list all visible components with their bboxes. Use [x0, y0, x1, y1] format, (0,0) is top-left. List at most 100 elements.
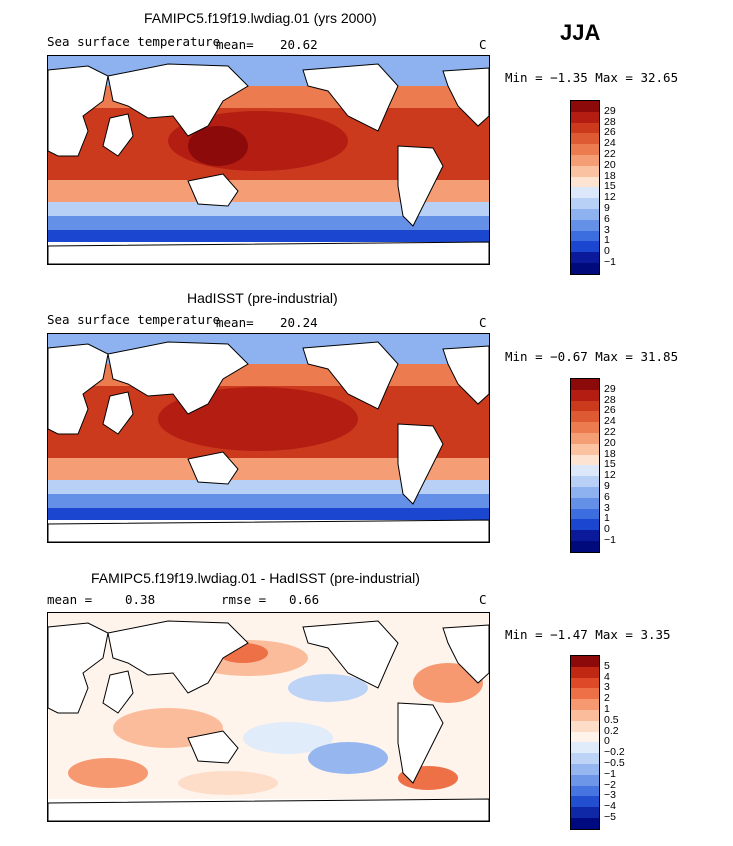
colorbar-tick-label: 3 — [604, 223, 610, 236]
colorbar-tick-label: 20 — [604, 158, 616, 171]
colorbar-swatch — [571, 187, 599, 199]
colorbar-swatch — [571, 699, 599, 710]
colorbar-swatch — [571, 432, 599, 444]
season-label: JJA — [560, 20, 601, 45]
colorbar-tick-label: 26 — [604, 404, 616, 417]
colorbar-tick-label: −3 — [604, 789, 616, 802]
colorbar-swatch — [571, 443, 599, 455]
colorbar-tick-label: 12 — [604, 191, 616, 204]
panel2-units: C — [479, 315, 487, 330]
colorbar-swatch — [571, 519, 599, 531]
panel2-sst-map — [47, 333, 490, 543]
colorbar-swatch — [571, 742, 599, 754]
panel1-variable: Sea surface temperature — [47, 34, 221, 49]
panel3-rmse-label: rmse = — [221, 592, 267, 607]
panel3-mean-value: 0.38 — [125, 592, 156, 607]
colorbar-tick-label: −2 — [604, 778, 616, 791]
colorbar-swatch — [571, 656, 599, 667]
colorbar-swatch — [571, 176, 599, 188]
panel1-mean-label: mean= — [216, 37, 254, 52]
panel2-minmax: Min = −0.67 Max = 31.85 — [505, 349, 679, 364]
panel2-map-svg — [48, 334, 489, 542]
panel2-colorbar — [570, 378, 600, 553]
colorbar-tick-label: −0.2 — [604, 746, 625, 759]
colorbar-swatch — [571, 497, 599, 509]
colorbar-swatch — [571, 144, 599, 155]
colorbar-swatch — [571, 753, 599, 764]
colorbar-swatch — [571, 252, 599, 263]
colorbar-tick-label: 9 — [604, 202, 610, 214]
panel2-mean-label: mean= — [216, 315, 254, 330]
colorbar-tick-label: 28 — [604, 115, 616, 128]
colorbar-swatch — [571, 165, 599, 177]
colorbar-swatch — [571, 688, 599, 700]
colorbar-swatch — [571, 241, 599, 253]
panel2-title: HadISST (pre-industrial) — [187, 290, 338, 306]
panel1-sst-map — [47, 55, 490, 265]
panel3-diff-map — [47, 612, 490, 822]
colorbar-tick-label: 15 — [604, 180, 616, 193]
panel3-title: FAMIPC5.f19f19.lwdiag.01 - HadISST (pre-… — [91, 570, 420, 586]
colorbar-swatch — [571, 208, 599, 220]
colorbar-swatch — [571, 230, 599, 242]
colorbar-swatch — [571, 807, 599, 818]
panel1-mean-value: 20.62 — [280, 37, 318, 52]
colorbar-swatch — [571, 465, 599, 477]
colorbar-tick-label: 24 — [604, 415, 616, 428]
colorbar-tick-label: 18 — [604, 447, 616, 460]
panel3-units: C — [479, 592, 487, 607]
colorbar-tick-label: −1 — [604, 767, 616, 780]
colorbar-tick-label: 1 — [604, 512, 610, 525]
colorbar-tick-label: 6 — [604, 490, 610, 503]
colorbar-swatch — [571, 400, 599, 412]
colorbar-swatch — [571, 219, 599, 231]
colorbar-tick-label: 20 — [604, 436, 616, 449]
colorbar-swatch — [571, 508, 599, 520]
panel1-minmax: Min = −1.35 Max = 32.65 — [505, 70, 679, 85]
colorbar-tick-label: 22 — [604, 148, 616, 160]
colorbar-tick-label: −0.5 — [604, 757, 625, 769]
colorbar-tick-label: −4 — [604, 800, 616, 813]
colorbar-swatch — [571, 422, 599, 433]
colorbar-swatch — [571, 763, 599, 775]
colorbar-tick-label: 22 — [604, 426, 616, 438]
panel2-variable: Sea surface temperature — [47, 312, 221, 327]
colorbar-tick-label: 28 — [604, 393, 616, 406]
panel3-colorbar — [570, 655, 600, 830]
panel3-map-svg — [48, 613, 489, 821]
colorbar-swatch — [571, 817, 599, 829]
panel1-units: C — [479, 37, 487, 52]
colorbar-tick-label: 15 — [604, 458, 616, 471]
colorbar-swatch — [571, 101, 599, 112]
colorbar-tick-label: 26 — [604, 126, 616, 139]
panel3-mean-label: mean = — [47, 592, 93, 607]
colorbar-tick-label: 9 — [604, 480, 610, 492]
colorbar-swatch — [571, 720, 599, 732]
colorbar-tick-label: 0.5 — [604, 713, 619, 726]
colorbar-tick-label: −5 — [604, 811, 616, 823]
colorbar-swatch — [571, 530, 599, 541]
colorbar-swatch — [571, 486, 599, 498]
colorbar-tick-label: 18 — [604, 169, 616, 182]
colorbar-tick-label: 0 — [604, 523, 610, 536]
colorbar-tick-label: 3 — [604, 501, 610, 514]
panel3-minmax: Min = −1.47 Max = 3.35 — [505, 627, 671, 642]
colorbar-swatch — [571, 785, 599, 797]
colorbar-tick-label: 3 — [604, 681, 610, 694]
panel2-mean-value: 20.24 — [280, 315, 318, 330]
colorbar-swatch — [571, 133, 599, 145]
colorbar-tick-label: −1 — [604, 256, 616, 268]
colorbar-tick-label: 1 — [604, 234, 610, 247]
colorbar-swatch — [571, 666, 599, 678]
colorbar-tick-label: 29 — [604, 104, 616, 117]
colorbar-swatch — [571, 122, 599, 134]
colorbar-swatch — [571, 677, 599, 689]
colorbar-tick-label: 12 — [604, 469, 616, 482]
colorbar-swatch — [571, 111, 599, 123]
colorbar-tick-label: 1 — [604, 703, 610, 715]
colorbar-swatch — [571, 154, 599, 166]
colorbar-tick-label: 0.2 — [604, 724, 619, 737]
colorbar-tick-label: 5 — [604, 659, 610, 672]
colorbar-tick-label: −1 — [604, 534, 616, 546]
colorbar-swatch — [571, 454, 599, 466]
